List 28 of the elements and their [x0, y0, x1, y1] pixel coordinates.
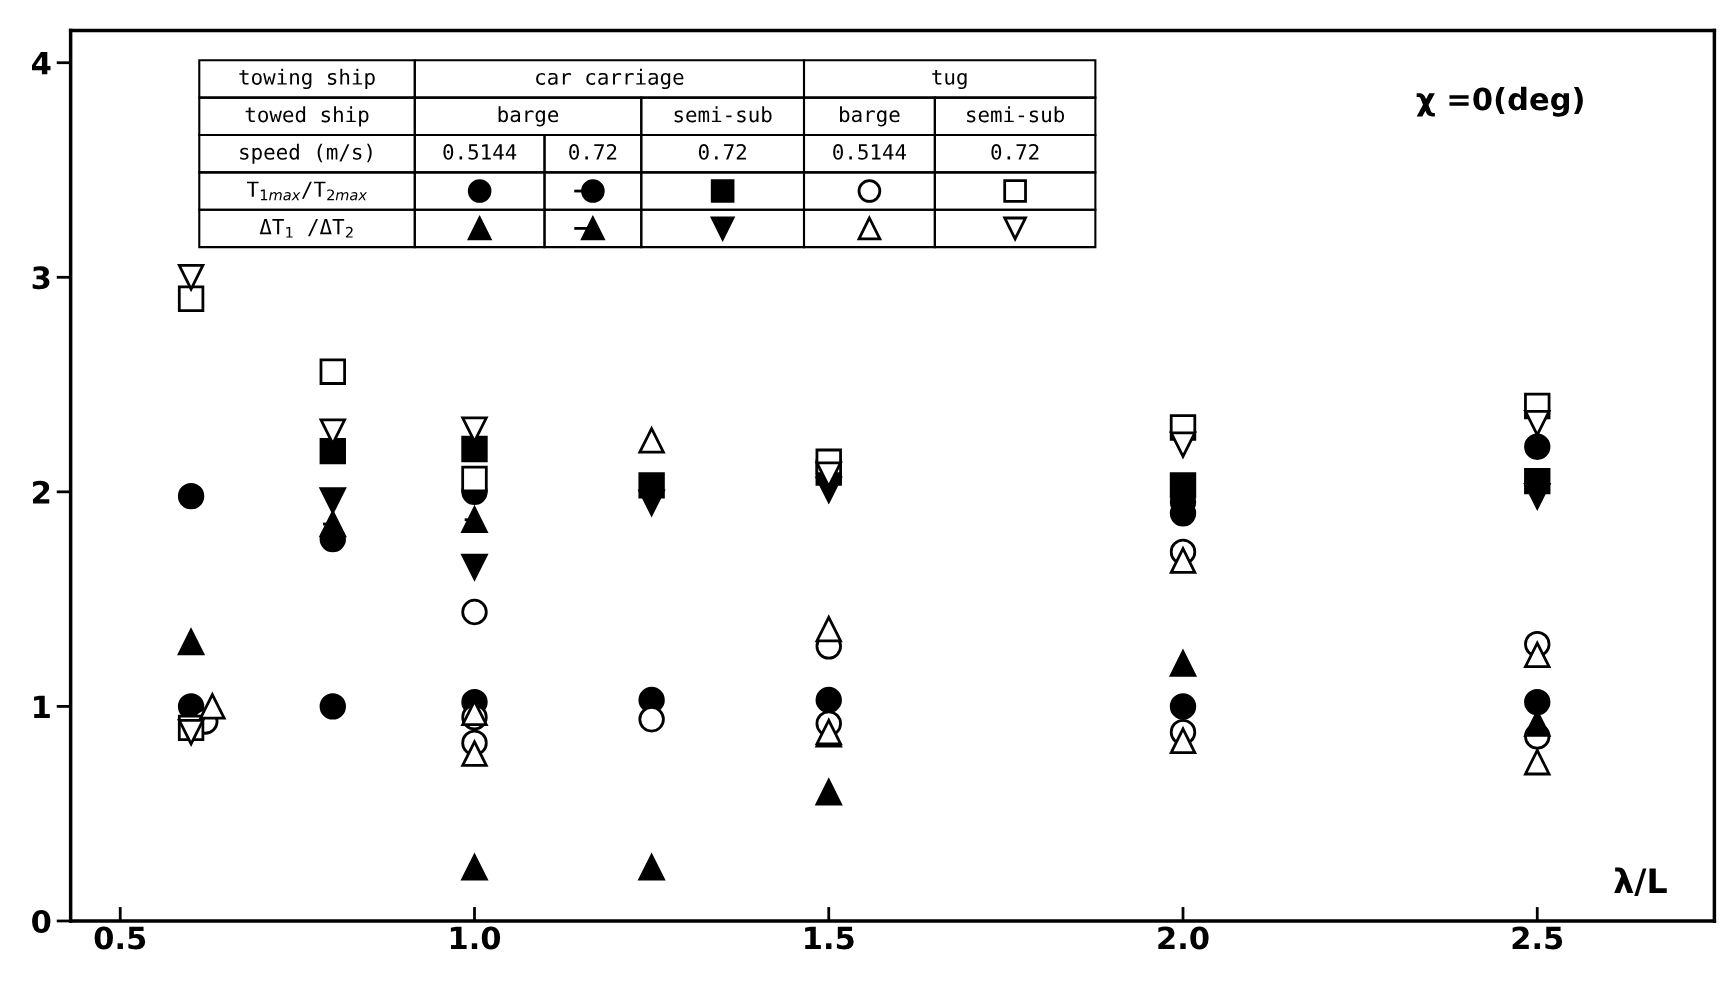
annotation: 0.72 — [569, 144, 617, 160]
annotation: semi-sub — [674, 106, 772, 123]
x-tick-label: 2.5 — [1512, 926, 1563, 950]
annotation: towed ship — [245, 106, 369, 127]
annotation: 0.72 — [991, 144, 1039, 160]
annotation: 0.5144 — [443, 144, 517, 160]
x-tick-label: 2.0 — [1158, 926, 1209, 950]
annotation: towing ship — [239, 68, 375, 90]
y-tick-label: 2 — [33, 480, 50, 504]
x-axis-title: λ/L — [1614, 867, 1667, 896]
annotation: tug — [932, 69, 967, 90]
y-tick-label: 1 — [34, 695, 50, 719]
y-tick-label: 0 — [32, 909, 51, 934]
y-tick-label: 4 — [32, 52, 51, 75]
annotation: barge — [840, 106, 900, 127]
annotation: 0.5144 — [833, 144, 907, 160]
y-tick-label: 3 — [32, 266, 50, 290]
annotation: T$_{1max}$/T$_{2max}$ — [246, 181, 368, 201]
x-tick-label: 1.0 — [450, 926, 501, 950]
x-tick-label: 0.5 — [94, 926, 146, 950]
annotation: speed (m/s) — [240, 143, 372, 164]
annotation: 0.72 — [698, 144, 746, 160]
annotation: χ =0(deg) — [1416, 86, 1583, 117]
annotation: car carriage — [536, 68, 684, 90]
annotation: barge — [498, 106, 559, 127]
annotation: ΔT$_{1}$ /ΔT$_{2}$ — [259, 219, 353, 238]
annotation: semi-sub — [967, 106, 1065, 123]
x-tick-label: 1.5 — [805, 926, 854, 950]
